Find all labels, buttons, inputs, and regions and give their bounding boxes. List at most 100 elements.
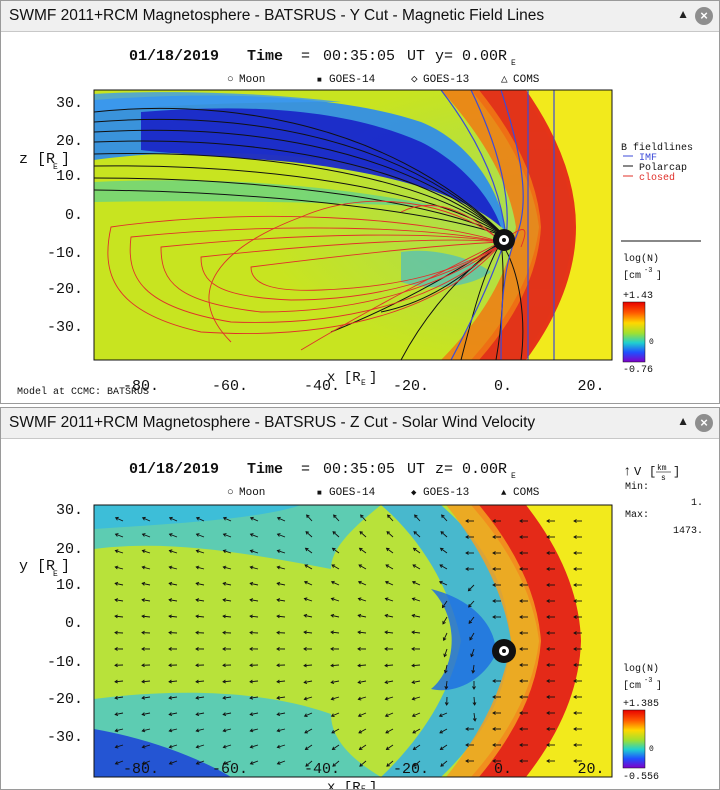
- velocity-arrowhead: [276, 549, 281, 554]
- moon-marker-label: Moon: [239, 487, 265, 499]
- velocity-arrowhead: [359, 763, 363, 767]
- velocity-arrowhead: [331, 547, 336, 552]
- velocity-arrowhead: [384, 613, 389, 618]
- velocity-arrowhead: [195, 712, 200, 717]
- velocity-arrow: [223, 550, 232, 554]
- velocity-arrow: [360, 514, 367, 522]
- velocity-arrowhead: [465, 567, 469, 571]
- velocity-arrowhead: [492, 727, 496, 731]
- velocity-arrow: [304, 564, 313, 570]
- velocity-arrow: [115, 517, 124, 522]
- velocity-arrowhead: [222, 614, 226, 619]
- window-titlebar: SWMF 2011+RCM Magnetosphere - BATSRUS - …: [1, 1, 719, 32]
- velocity-arrow: [443, 648, 448, 657]
- velocity-arrowhead: [519, 615, 523, 619]
- velocity-arrow: [440, 744, 448, 750]
- velocity-arrowhead: [330, 613, 335, 618]
- velocity-arrow: [223, 744, 232, 748]
- velocity-arrow: [196, 728, 205, 732]
- velocity-arrow: [359, 760, 367, 767]
- velocity-arrow: [304, 581, 313, 586]
- x-axis-label: x [R: [327, 370, 361, 386]
- close-icon[interactable]: ×: [695, 414, 713, 432]
- velocity-arrowhead: [114, 614, 118, 619]
- close-icon[interactable]: ×: [695, 7, 713, 25]
- velocity-arrow: [277, 728, 286, 732]
- velocity-arrowhead: [195, 598, 200, 603]
- velocity-arrow: [142, 566, 151, 570]
- velocity-arrowhead: [438, 713, 443, 717]
- collapse-icon[interactable]: ▲: [677, 7, 689, 21]
- velocity-arrowhead: [573, 647, 577, 651]
- y-axis-label-sub: E: [53, 570, 58, 579]
- velocity-arrow: [468, 616, 475, 624]
- velocity-arrowhead: [114, 516, 119, 521]
- y-cut-plot: 01/18/2019 Time = 00:35:05 UT y= 0.00R E…: [17, 48, 701, 398]
- velocity-arrowhead: [168, 565, 173, 570]
- velocity-arrow: [115, 599, 124, 602]
- velocity-arrowhead: [411, 713, 416, 717]
- velocity-arrowhead: [114, 744, 119, 749]
- velocity-arrowhead: [411, 696, 416, 701]
- velocity-arrow: [359, 547, 367, 554]
- velocity-arrowhead: [276, 614, 280, 619]
- velocity-arrow: [169, 760, 178, 765]
- velocity-arrow: [412, 631, 421, 634]
- velocity-arrow: [385, 598, 394, 602]
- colorbar-max: +1.43: [623, 291, 653, 302]
- velocity-arrowhead: [276, 663, 280, 668]
- velocity-arrowhead: [276, 728, 281, 733]
- velocity-arrowhead: [249, 565, 254, 570]
- velocity-arrowhead: [306, 514, 310, 519]
- plot-cut-subscript: E: [511, 472, 516, 481]
- velocity-arrowhead: [222, 565, 227, 570]
- velocity-arrow: [250, 728, 259, 732]
- velocity-arrow: [169, 550, 178, 554]
- velocity-arrow: [473, 712, 476, 721]
- velocity-arrowhead: [249, 728, 254, 733]
- velocity-arrow: [142, 599, 151, 602]
- velocity-arrow: [222, 615, 232, 618]
- colorbar-scale: [622, 709, 646, 769]
- velocity-arrowhead: [357, 680, 362, 684]
- velocity-arrow: [331, 598, 340, 602]
- velocity-arrowhead: [411, 680, 416, 684]
- marker-legend: ○ Moon ■ GOES-14 ◇ GOES-13 △ COMS: [227, 74, 540, 86]
- velocity-arrowhead: [492, 535, 496, 539]
- velocity-arrowhead: [114, 630, 118, 635]
- colorbar-unit: [cm: [623, 270, 641, 282]
- velocity-arrow: [472, 664, 475, 673]
- velocity-arrowhead: [249, 695, 254, 700]
- velocity-arrow: [304, 614, 313, 618]
- velocity-arrowhead: [304, 547, 309, 552]
- colorbar-unit-sup: -3: [644, 677, 652, 685]
- velocity-arrowhead: [546, 599, 550, 603]
- velocity-arrowhead: [519, 583, 523, 587]
- velocity-arrowhead: [546, 711, 550, 715]
- marker-legend: ○ Moon ■ GOES-14 ◆ GOES-13 ▲ COMS: [227, 487, 540, 499]
- x-tick: 20.: [577, 378, 604, 395]
- velocity-arrowhead: [276, 679, 280, 684]
- velocity-arrowhead: [492, 519, 496, 523]
- velocity-arrow: [277, 696, 286, 699]
- x-axis-label-sub: E: [361, 379, 366, 388]
- vector-unit-num: km: [657, 464, 667, 473]
- colorbar-unit: [cm: [623, 680, 641, 692]
- velocity-arrowhead: [360, 514, 364, 519]
- velocity-arrow: [115, 550, 124, 554]
- velocity-arrowhead: [492, 599, 496, 603]
- velocity-arrowhead: [573, 551, 577, 555]
- collapse-icon[interactable]: ▲: [677, 414, 689, 428]
- velocity-arrowhead: [304, 730, 309, 734]
- velocity-arrowhead: [465, 519, 469, 523]
- velocity-arrowhead: [141, 614, 145, 619]
- velocity-arrow: [358, 598, 367, 602]
- goes13-marker-icon: ◇: [411, 74, 418, 86]
- velocity-arrow: [331, 712, 340, 717]
- velocity-arrow: [222, 680, 232, 683]
- velocity-arrowhead: [411, 663, 415, 668]
- svg-text:=: =: [301, 48, 310, 65]
- imf-field-lines: [440, 89, 555, 361]
- velocity-arrowhead: [276, 565, 281, 570]
- velocity-arrowhead: [276, 533, 281, 537]
